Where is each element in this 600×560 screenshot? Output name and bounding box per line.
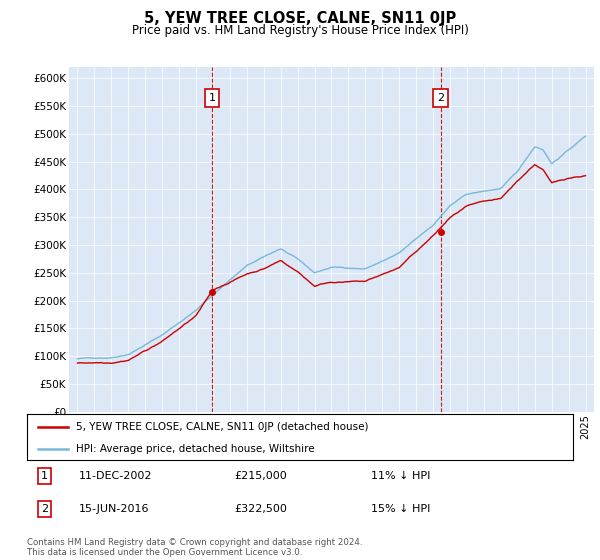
Text: 15-JUN-2016: 15-JUN-2016 <box>79 504 149 514</box>
Text: HPI: Average price, detached house, Wiltshire: HPI: Average price, detached house, Wilt… <box>76 444 315 454</box>
Text: 11-DEC-2002: 11-DEC-2002 <box>79 471 152 481</box>
Text: 5, YEW TREE CLOSE, CALNE, SN11 0JP (detached house): 5, YEW TREE CLOSE, CALNE, SN11 0JP (deta… <box>76 422 368 432</box>
Text: 1: 1 <box>41 471 48 481</box>
Text: 11% ↓ HPI: 11% ↓ HPI <box>371 471 430 481</box>
Text: 15% ↓ HPI: 15% ↓ HPI <box>371 504 430 514</box>
Text: 2: 2 <box>41 504 48 514</box>
Text: £215,000: £215,000 <box>235 471 287 481</box>
Text: 1: 1 <box>209 93 215 102</box>
Text: 2: 2 <box>437 93 444 102</box>
Text: Contains HM Land Registry data © Crown copyright and database right 2024.
This d: Contains HM Land Registry data © Crown c… <box>27 538 362 557</box>
Text: 5, YEW TREE CLOSE, CALNE, SN11 0JP: 5, YEW TREE CLOSE, CALNE, SN11 0JP <box>144 11 456 26</box>
Text: Price paid vs. HM Land Registry's House Price Index (HPI): Price paid vs. HM Land Registry's House … <box>131 24 469 36</box>
Text: £322,500: £322,500 <box>235 504 287 514</box>
